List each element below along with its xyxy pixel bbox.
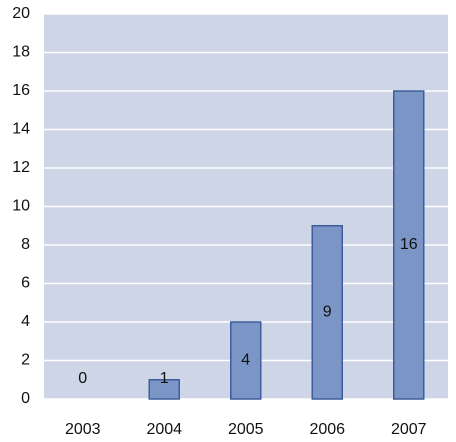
y-tick-label: 6 bbox=[21, 275, 30, 292]
y-tick-label: 14 bbox=[12, 121, 30, 138]
y-tick-label: 12 bbox=[12, 159, 30, 176]
x-tick-label: 2003 bbox=[65, 421, 101, 438]
y-tick-label: 20 bbox=[12, 5, 30, 22]
y-tick-label: 2 bbox=[21, 352, 30, 369]
data-label: 1 bbox=[160, 370, 169, 387]
bar bbox=[311, 225, 343, 400]
x-tick-label: 2005 bbox=[228, 421, 264, 438]
x-tick-label: 2006 bbox=[309, 421, 345, 438]
x-tick-label: 2007 bbox=[391, 421, 427, 438]
y-tick-label: 8 bbox=[21, 236, 30, 253]
y-tick-label: 0 bbox=[21, 390, 30, 407]
bar bbox=[393, 90, 425, 400]
data-label: 0 bbox=[78, 370, 87, 387]
bar bbox=[148, 379, 180, 400]
data-label: 4 bbox=[241, 352, 250, 369]
x-tick-label: 2004 bbox=[146, 421, 182, 438]
y-tick-label: 4 bbox=[21, 313, 30, 330]
data-label: 16 bbox=[400, 236, 418, 253]
data-label: 9 bbox=[323, 304, 332, 321]
bar bbox=[230, 321, 262, 400]
y-tick-label: 16 bbox=[12, 82, 30, 99]
y-tick-label: 10 bbox=[12, 198, 30, 215]
y-tick-label: 18 bbox=[12, 44, 30, 61]
